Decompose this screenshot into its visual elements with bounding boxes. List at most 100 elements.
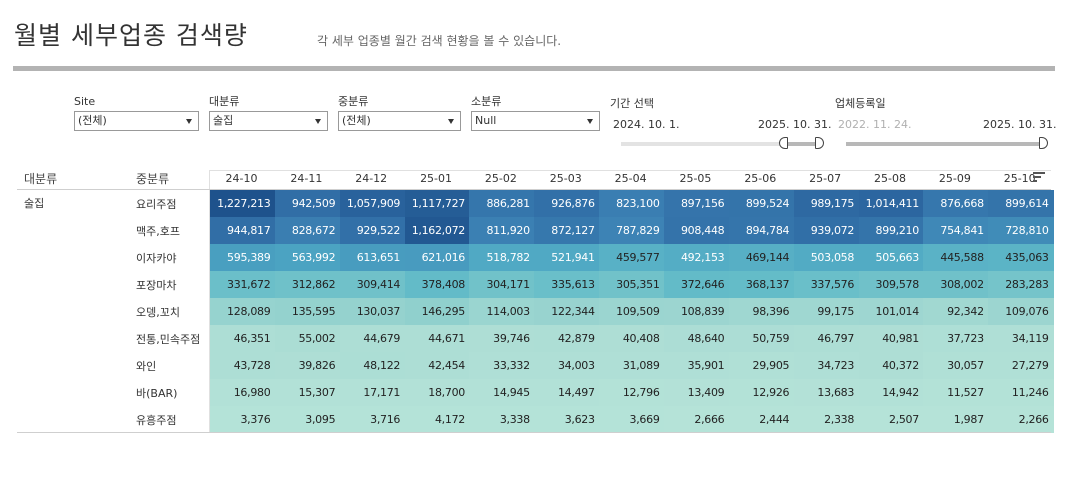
heatmap-cell[interactable]: 16,980 bbox=[210, 379, 276, 406]
heatmap-cell[interactable]: 899,614 bbox=[988, 190, 1054, 217]
heatmap-cell[interactable]: 335,613 bbox=[534, 271, 600, 298]
heatmap-cell[interactable]: 3,095 bbox=[274, 406, 341, 433]
heatmap-cell[interactable]: 40,372 bbox=[858, 352, 924, 379]
heatmap-cell[interactable]: 44,679 bbox=[339, 325, 406, 352]
heatmap-cell[interactable]: 13,409 bbox=[663, 379, 730, 406]
heatmap-cell[interactable]: 2,266 bbox=[988, 406, 1054, 433]
heatmap-cell[interactable]: 33,332 bbox=[469, 352, 535, 379]
period-slider-track[interactable] bbox=[621, 142, 821, 146]
heatmap-cell[interactable]: 304,171 bbox=[469, 271, 535, 298]
heatmap-cell[interactable]: 872,127 bbox=[534, 217, 600, 244]
heatmap-cell[interactable]: 899,524 bbox=[728, 190, 795, 217]
heatmap-cell[interactable]: 897,156 bbox=[663, 190, 730, 217]
heatmap-cell[interactable]: 34,003 bbox=[534, 352, 600, 379]
heatmap-cell[interactable]: 754,841 bbox=[923, 217, 989, 244]
heatmap-cell[interactable]: 899,210 bbox=[858, 217, 924, 244]
heatmap-cell[interactable]: 14,945 bbox=[469, 379, 535, 406]
heatmap-cell[interactable]: 2,507 bbox=[858, 406, 924, 433]
heatmap-cell[interactable]: 1,057,909 bbox=[339, 190, 406, 217]
heatmap-cell[interactable]: 1,117,727 bbox=[404, 190, 470, 217]
heatmap-cell[interactable]: 11,246 bbox=[988, 379, 1054, 406]
heatmap-cell[interactable]: 3,376 bbox=[210, 406, 276, 433]
heatmap-cell[interactable]: 787,829 bbox=[599, 217, 665, 244]
heatmap-cell[interactable]: 55,002 bbox=[274, 325, 341, 352]
heatmap-cell[interactable]: 109,509 bbox=[599, 298, 665, 325]
heatmap-cell[interactable]: 42,454 bbox=[404, 352, 470, 379]
heatmap-cell[interactable]: 908,448 bbox=[663, 217, 730, 244]
heatmap-cell[interactable]: 459,577 bbox=[599, 244, 665, 271]
major-dropdown[interactable]: 술집 bbox=[209, 111, 328, 131]
heatmap-cell[interactable]: 39,746 bbox=[469, 325, 535, 352]
heatmap-cell[interactable]: 99,175 bbox=[793, 298, 860, 325]
heatmap-cell[interactable]: 98,396 bbox=[728, 298, 795, 325]
heatmap-cell[interactable]: 114,003 bbox=[469, 298, 535, 325]
heatmap-cell[interactable]: 1,227,213 bbox=[210, 190, 276, 217]
heatmap-cell[interactable]: 130,037 bbox=[339, 298, 406, 325]
heatmap-cell[interactable]: 35,901 bbox=[663, 352, 730, 379]
heatmap-cell[interactable]: 122,344 bbox=[534, 298, 600, 325]
heatmap-cell[interactable]: 876,668 bbox=[923, 190, 989, 217]
heatmap-cell[interactable]: 492,153 bbox=[663, 244, 730, 271]
site-dropdown[interactable]: (전체) bbox=[74, 111, 199, 131]
heatmap-cell[interactable]: 331,672 bbox=[210, 271, 276, 298]
heatmap-cell[interactable]: 823,100 bbox=[599, 190, 665, 217]
heatmap-cell[interactable]: 929,522 bbox=[339, 217, 406, 244]
heatmap-cell[interactable]: 894,784 bbox=[728, 217, 795, 244]
heatmap-cell[interactable]: 30,057 bbox=[923, 352, 989, 379]
period-end-handle[interactable] bbox=[815, 137, 824, 149]
heatmap-cell[interactable]: 3,623 bbox=[534, 406, 600, 433]
heatmap-cell[interactable]: 563,992 bbox=[274, 244, 341, 271]
heatmap-cell[interactable]: 372,646 bbox=[663, 271, 730, 298]
heatmap-cell[interactable]: 939,072 bbox=[793, 217, 860, 244]
heatmap-cell[interactable]: 2,666 bbox=[663, 406, 730, 433]
heatmap-cell[interactable]: 13,683 bbox=[793, 379, 860, 406]
heatmap-cell[interactable]: 31,089 bbox=[599, 352, 665, 379]
heatmap-cell[interactable]: 595,389 bbox=[210, 244, 276, 271]
heatmap-cell[interactable]: 989,175 bbox=[793, 190, 860, 217]
heatmap-cell[interactable]: 469,144 bbox=[728, 244, 795, 271]
heatmap-cell[interactable]: 128,089 bbox=[210, 298, 276, 325]
heatmap-cell[interactable]: 2,444 bbox=[728, 406, 795, 433]
heatmap-cell[interactable]: 308,002 bbox=[923, 271, 989, 298]
heatmap-cell[interactable]: 521,941 bbox=[534, 244, 600, 271]
heatmap-cell[interactable]: 3,716 bbox=[339, 406, 406, 433]
heatmap-cell[interactable]: 34,723 bbox=[793, 352, 860, 379]
heatmap-cell[interactable]: 1,162,072 bbox=[404, 217, 470, 244]
heatmap-cell[interactable]: 50,759 bbox=[728, 325, 795, 352]
heatmap-cell[interactable]: 4,172 bbox=[404, 406, 470, 433]
heatmap-cell[interactable]: 135,595 bbox=[274, 298, 341, 325]
heatmap-cell[interactable]: 503,058 bbox=[793, 244, 860, 271]
heatmap-cell[interactable]: 886,281 bbox=[469, 190, 535, 217]
heatmap-cell[interactable]: 27,279 bbox=[988, 352, 1054, 379]
sort-icon[interactable] bbox=[1033, 172, 1045, 184]
heatmap-cell[interactable]: 518,782 bbox=[469, 244, 535, 271]
heatmap-cell[interactable]: 3,669 bbox=[599, 406, 665, 433]
heatmap-cell[interactable]: 46,351 bbox=[210, 325, 276, 352]
heatmap-cell[interactable]: 505,663 bbox=[858, 244, 924, 271]
heatmap-cell[interactable]: 108,839 bbox=[663, 298, 730, 325]
heatmap-cell[interactable]: 435,063 bbox=[988, 244, 1054, 271]
heatmap-cell[interactable]: 11,527 bbox=[923, 379, 989, 406]
heatmap-cell[interactable]: 2,338 bbox=[793, 406, 860, 433]
heatmap-cell[interactable]: 944,817 bbox=[210, 217, 276, 244]
heatmap-cell[interactable]: 37,723 bbox=[923, 325, 989, 352]
heatmap-cell[interactable]: 101,014 bbox=[858, 298, 924, 325]
heatmap-cell[interactable]: 43,728 bbox=[210, 352, 276, 379]
heatmap-cell[interactable]: 48,640 bbox=[663, 325, 730, 352]
heatmap-cell[interactable]: 12,926 bbox=[728, 379, 795, 406]
registered-slider-track[interactable] bbox=[846, 142, 1046, 146]
period-start-handle[interactable] bbox=[779, 137, 788, 149]
heatmap-cell[interactable]: 378,408 bbox=[404, 271, 470, 298]
heatmap-cell[interactable]: 109,076 bbox=[988, 298, 1054, 325]
heatmap-cell[interactable]: 728,810 bbox=[988, 217, 1054, 244]
heatmap-cell[interactable]: 828,672 bbox=[274, 217, 341, 244]
heatmap-cell[interactable]: 368,137 bbox=[728, 271, 795, 298]
heatmap-cell[interactable]: 811,920 bbox=[469, 217, 535, 244]
heatmap-cell[interactable]: 621,016 bbox=[404, 244, 470, 271]
heatmap-cell[interactable]: 283,283 bbox=[988, 271, 1054, 298]
heatmap-cell[interactable]: 1,987 bbox=[923, 406, 989, 433]
heatmap-cell[interactable]: 309,414 bbox=[339, 271, 406, 298]
middle-dropdown[interactable]: (전체) bbox=[338, 111, 461, 131]
heatmap-cell[interactable]: 613,651 bbox=[339, 244, 406, 271]
heatmap-cell[interactable]: 39,826 bbox=[274, 352, 341, 379]
